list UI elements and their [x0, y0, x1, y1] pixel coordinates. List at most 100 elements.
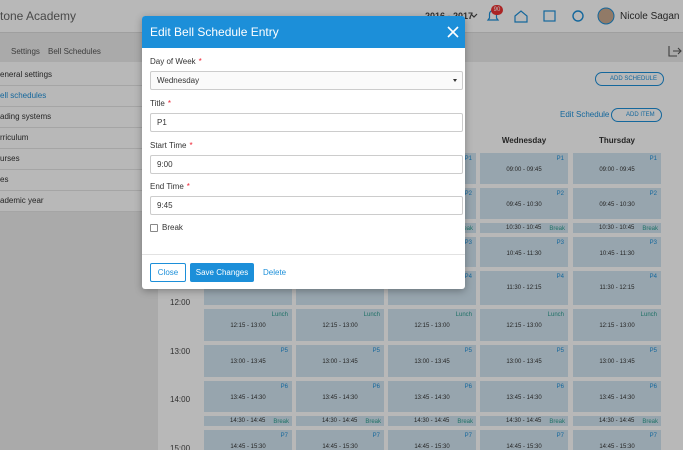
- notification-badge: 90: [491, 5, 503, 15]
- checkbox[interactable]: [150, 223, 158, 232]
- text-input[interactable]: 9:00: [150, 155, 463, 174]
- schedule-cell[interactable]: P6 13:45 - 14:30: [387, 380, 477, 413]
- checkbox-row[interactable]: Break: [150, 223, 183, 232]
- schedule-cell[interactable]: P3 10:45 - 11:30: [572, 236, 662, 268]
- close-button[interactable]: Close: [150, 263, 186, 282]
- schedule-cell[interactable]: Break 14:30 - 14:45: [203, 415, 293, 427]
- period-label: Break: [549, 226, 565, 232]
- schedule-cell[interactable]: P6 13:45 - 14:30: [572, 380, 662, 413]
- schedule-cell[interactable]: P7 14:45 - 15:30: [572, 429, 662, 450]
- period-label: P1: [556, 156, 564, 162]
- period-label: Break: [273, 419, 289, 425]
- schedule-cell[interactable]: P5 13:00 - 13:45: [203, 344, 293, 378]
- save-button[interactable]: Save Changes: [190, 263, 254, 282]
- schedule-cell[interactable]: P6 13:45 - 14:30: [479, 380, 569, 413]
- sidebar-item[interactable]: urses: [0, 149, 142, 170]
- sidebar-item[interactable]: es: [0, 170, 142, 191]
- period-time: 13:45 - 14:30: [414, 395, 450, 401]
- delete-link[interactable]: Delete: [263, 268, 287, 277]
- period-time: 09:00 - 09:45: [599, 167, 635, 173]
- period-time: 12:15 - 13:00: [599, 323, 635, 329]
- user-name[interactable]: Nicole Sagan: [620, 11, 680, 22]
- schedule-cell[interactable]: Break 14:30 - 14:45: [295, 415, 385, 427]
- breadcrumb[interactable]: Bell Schedules: [48, 47, 101, 56]
- schedule-cell[interactable]: P5 13:00 - 13:45: [387, 344, 477, 378]
- period-label: P7: [280, 433, 288, 439]
- schedule-cell[interactable]: P2 09:45 - 10:30: [572, 187, 662, 220]
- period-label: P6: [556, 384, 564, 390]
- breadcrumb[interactable]: Settings: [11, 47, 40, 56]
- period-label: Break: [457, 419, 473, 425]
- period-time: 14:30 - 14:45: [599, 418, 635, 424]
- period-time: 12:15 - 13:00: [230, 323, 266, 329]
- field-label: Title *: [150, 99, 171, 108]
- required-mark: *: [198, 57, 202, 66]
- sidebar-item[interactable]: ademic year: [0, 191, 142, 212]
- period-label: P6: [372, 384, 380, 390]
- required-mark: *: [186, 182, 190, 191]
- schedule-cell[interactable]: Break 10:30 - 10:45: [572, 222, 662, 234]
- period-time: 09:00 - 09:45: [506, 167, 542, 173]
- schedule-cell[interactable]: Break 10:30 - 10:45: [479, 222, 569, 234]
- schedule-cell[interactable]: P2 09:45 - 10:30: [479, 187, 569, 220]
- schedule-cell[interactable]: Lunch 12:15 - 13:00: [572, 308, 662, 342]
- required-mark: *: [167, 99, 171, 108]
- sidebar-item[interactable]: eneral settings: [0, 65, 142, 86]
- period-label: P7: [649, 433, 657, 439]
- close-icon[interactable]: [447, 26, 459, 38]
- schedule-cell[interactable]: Break 14:30 - 14:45: [479, 415, 569, 427]
- schedule-cell[interactable]: P1 09:00 - 09:45: [572, 152, 662, 185]
- schedule-cell[interactable]: P6 13:45 - 14:30: [203, 380, 293, 413]
- period-time: 14:45 - 15:30: [322, 444, 358, 450]
- schedule-cell[interactable]: Lunch 12:15 - 13:00: [295, 308, 385, 342]
- schedule-cell[interactable]: Lunch 12:15 - 13:00: [387, 308, 477, 342]
- select-box[interactable]: Wednesday: [150, 71, 463, 90]
- period-label: Lunch: [363, 312, 380, 318]
- period-time: 14:30 - 14:45: [230, 418, 266, 424]
- schedule-cell[interactable]: Break 14:30 - 14:45: [387, 415, 477, 427]
- hour-label: 15:00: [170, 443, 191, 450]
- schedule-cell[interactable]: P7 14:45 - 15:30: [479, 429, 569, 450]
- period-label: P4: [556, 274, 564, 280]
- school-name: tone Academy: [0, 9, 77, 23]
- period-time: 11:30 - 12:15: [506, 285, 542, 291]
- schedule-cell[interactable]: P5 13:00 - 13:45: [295, 344, 385, 378]
- dropdown-arrow: [453, 79, 457, 82]
- schedule-cell[interactable]: P7 14:45 - 15:30: [295, 429, 385, 450]
- period-time: 10:45 - 11:30: [506, 251, 542, 257]
- schedule-cell[interactable]: Lunch 12:15 - 13:00: [479, 308, 569, 342]
- schedule-cell[interactable]: P5 13:00 - 13:45: [479, 344, 569, 378]
- modal-title: Edit Bell Schedule Entry: [150, 25, 279, 39]
- period-label: P5: [464, 348, 472, 354]
- field-label: Day of Week *: [150, 57, 202, 66]
- period-label: P5: [649, 348, 657, 354]
- schedule-cell[interactable]: P7 14:45 - 15:30: [203, 429, 293, 450]
- period-label: Break: [549, 419, 565, 425]
- schedule-cell[interactable]: Break 14:30 - 14:45: [572, 415, 662, 427]
- sidebar-item[interactable]: ell schedules: [0, 86, 142, 107]
- add-schedule-button[interactable]: ADD SCHEDULE: [595, 72, 665, 86]
- schedule-cell[interactable]: P4 11:30 - 12:15: [572, 270, 662, 306]
- period-label: P3: [464, 240, 472, 246]
- period-time: 10:45 - 11:30: [599, 251, 635, 257]
- period-time: 13:00 - 13:45: [506, 359, 542, 365]
- text-input[interactable]: P1: [150, 113, 463, 132]
- add-item-button[interactable]: ADD ITEM: [611, 108, 662, 122]
- schedule-cell[interactable]: P3 10:45 - 11:30: [479, 236, 569, 268]
- schedule-cell[interactable]: P1 09:00 - 09:45: [479, 152, 569, 185]
- edit-schedule-link[interactable]: Edit Schedule: [560, 110, 610, 119]
- schedule-cell[interactable]: P5 13:00 - 13:45: [572, 344, 662, 378]
- period-label: P5: [556, 348, 564, 354]
- period-time: 14:30 - 14:45: [506, 418, 542, 424]
- schedule-cell[interactable]: P6 13:45 - 14:30: [295, 380, 385, 413]
- modal: Edit Bell Schedule Entry Day of Week * Wed…: [142, 16, 465, 289]
- period-time: 13:45 - 14:30: [506, 395, 542, 401]
- schedule-cell[interactable]: P4 11:30 - 12:15: [479, 270, 569, 306]
- schedule-cell[interactable]: Lunch 12:15 - 13:00: [203, 308, 293, 342]
- sidebar-item[interactable]: ading systems: [0, 107, 142, 128]
- sidebar-item[interactable]: rriculum: [0, 128, 142, 149]
- text-input[interactable]: 9:45: [150, 196, 463, 215]
- period-label: P7: [372, 433, 380, 439]
- schedule-cell[interactable]: P7 14:45 - 15:30: [387, 429, 477, 450]
